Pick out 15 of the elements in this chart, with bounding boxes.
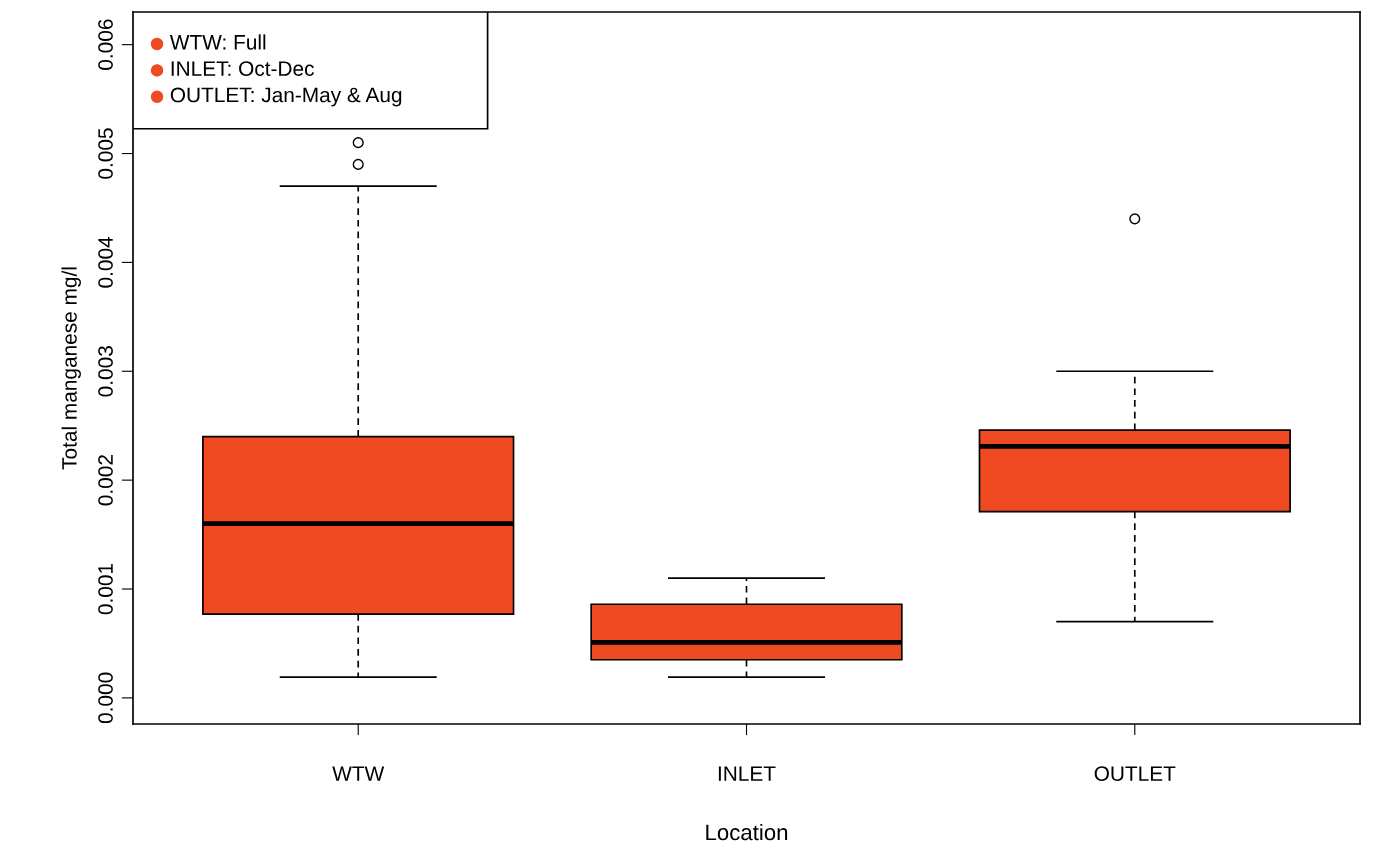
y-tick-label: 0.003 bbox=[98, 346, 113, 397]
y-tick-label: 0.004 bbox=[98, 236, 113, 288]
y-tick-label: 0.000 bbox=[98, 672, 113, 724]
x-tick-label: INLET bbox=[718, 766, 776, 781]
annotation: WTW: Full bbox=[169, 34, 266, 50]
y-tick-label: 0.005 bbox=[98, 128, 113, 179]
y-tick-label: 0.001 bbox=[98, 563, 113, 615]
y-tick-label: 0.006 bbox=[98, 19, 113, 70]
x-tick-label: OUTLET bbox=[1094, 766, 1176, 781]
annotation: OUTLET: Jan-May & Aug bbox=[170, 87, 402, 107]
y-axis-title: Total manganese mg/l bbox=[61, 267, 81, 470]
y-tick-label: 0.002 bbox=[98, 455, 113, 506]
annotation: INLET: Oct-Dec bbox=[171, 61, 314, 76]
x-tick-label: WTW bbox=[332, 766, 385, 781]
x-axis-title: Location bbox=[706, 823, 788, 841]
